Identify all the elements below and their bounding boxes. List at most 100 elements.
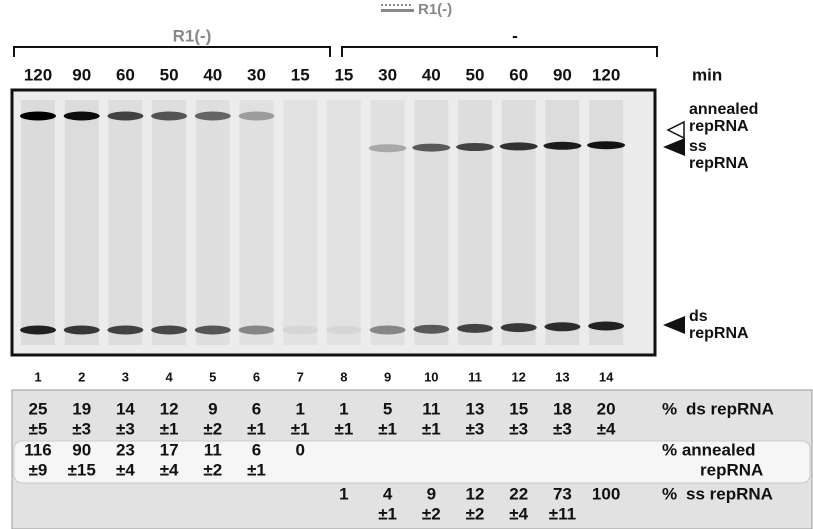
table-row-highlight	[13, 440, 811, 484]
lane-smear	[326, 100, 361, 345]
table-value: 0	[295, 440, 304, 459]
band	[369, 325, 406, 335]
marker-label: repRNA	[689, 325, 749, 342]
marker-label: ds	[689, 308, 708, 325]
table-error: ±4	[160, 460, 179, 479]
lane-smear	[501, 100, 536, 345]
time-label: 15	[291, 65, 310, 84]
table-error: ±15	[68, 460, 96, 479]
time-label: 50	[466, 65, 485, 84]
lane-smear	[108, 100, 143, 345]
table-error: ±2	[203, 419, 222, 438]
time-label: 50	[160, 65, 179, 84]
band	[238, 111, 275, 121]
time-label: 90	[72, 65, 91, 84]
table-value: 9	[427, 484, 436, 503]
band	[543, 141, 582, 150]
lane-smear	[458, 100, 492, 345]
time-label: 120	[592, 65, 620, 84]
band	[457, 323, 493, 333]
group-bracket	[341, 46, 658, 57]
table-value: 100	[592, 484, 620, 503]
table-value: 14	[116, 399, 135, 418]
table-value: 90	[72, 440, 91, 459]
band	[238, 325, 275, 335]
group-bracket	[13, 46, 331, 57]
table-value: 1	[339, 484, 348, 503]
band	[20, 325, 56, 335]
table-value: 15	[509, 399, 528, 418]
lane-number: 2	[78, 369, 85, 384]
table-value: 6	[252, 440, 261, 459]
row-label: ds repRNA	[686, 399, 774, 418]
table-error: ±1	[378, 419, 397, 438]
lane-number: 13	[555, 369, 569, 384]
table-value: 4	[383, 484, 393, 503]
table-error: ±5	[29, 419, 48, 438]
row-label: %	[662, 484, 677, 503]
band	[544, 322, 581, 332]
band	[63, 325, 100, 335]
band	[63, 111, 100, 121]
table-error: ±9	[29, 460, 48, 479]
legend-icon	[381, 4, 414, 12]
table-error: ±3	[509, 419, 528, 438]
time-label: 15	[334, 65, 353, 84]
table-value: 25	[29, 399, 48, 418]
table-error: ±3	[72, 419, 91, 438]
band	[413, 324, 450, 334]
band	[587, 141, 626, 150]
table-value: 18	[553, 399, 572, 418]
gel	[10, 88, 657, 357]
time-label: 30	[378, 65, 397, 84]
table-value: 12	[466, 484, 485, 503]
band	[151, 111, 188, 121]
table-error: ±4	[509, 504, 528, 523]
group-label: -	[512, 26, 518, 45]
band	[588, 321, 625, 331]
table-value: 12	[160, 399, 179, 418]
table-value: 20	[597, 399, 616, 418]
table-value: 73	[553, 484, 572, 503]
marker-arrow	[666, 120, 685, 140]
time-label: 90	[553, 65, 572, 84]
table-value: 17	[160, 440, 179, 459]
marker-arrow	[663, 138, 685, 156]
band	[412, 143, 451, 152]
row-label: repRNA	[700, 460, 763, 479]
table-value: 13	[466, 399, 485, 418]
marker-label: repRNA	[689, 118, 749, 135]
table-error: ±11	[549, 504, 576, 523]
marker-label: ss	[689, 138, 707, 155]
lane-number: 11	[468, 369, 482, 384]
lane-smear	[589, 100, 624, 345]
marker-label: repRNA	[689, 155, 749, 172]
table-error: ±1	[335, 419, 354, 438]
band	[282, 325, 319, 335]
band	[368, 144, 407, 153]
table-value: 5	[383, 399, 392, 418]
band	[151, 325, 188, 335]
table-error: ±1	[378, 504, 397, 523]
lane-number: 10	[424, 369, 438, 384]
table-error: ±1	[422, 419, 441, 438]
table-value: 9	[208, 399, 217, 418]
lane-smear	[370, 100, 405, 345]
lane-smear	[195, 100, 230, 345]
lane-smear	[152, 100, 187, 345]
table-error: ±3	[466, 419, 485, 438]
table-value: 6	[252, 399, 261, 418]
time-label: 120	[24, 65, 52, 84]
time-label: 60	[116, 65, 135, 84]
table-error: ±1	[291, 419, 310, 438]
row-label: % annealed	[662, 440, 756, 459]
table-value: 22	[509, 484, 528, 503]
band	[194, 325, 231, 335]
table-error: ±4	[116, 460, 135, 479]
table-error: ±3	[553, 419, 572, 438]
row-label: ss repRNA	[686, 484, 773, 503]
time-label: 40	[203, 65, 222, 84]
table-error: ±1	[160, 419, 179, 438]
table-value: 23	[116, 440, 135, 459]
lane-smear	[239, 100, 274, 345]
